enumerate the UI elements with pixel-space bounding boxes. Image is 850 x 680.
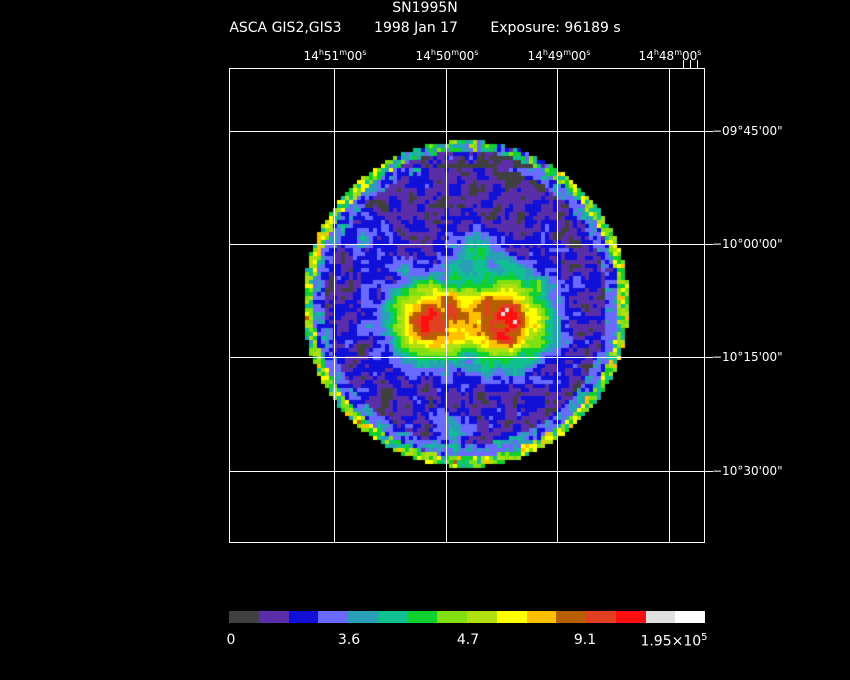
dec-label: −09°45'00" bbox=[712, 124, 783, 138]
instrument-label: ASCA GIS2,GIS3 bbox=[229, 20, 342, 36]
grid-line bbox=[557, 68, 558, 543]
colorbar-swatch bbox=[556, 611, 586, 623]
colorbar-swatch bbox=[675, 611, 705, 623]
tick bbox=[697, 60, 698, 68]
colorbar-label: 0 bbox=[226, 632, 236, 648]
colorbar-label: 4.7 bbox=[456, 632, 480, 648]
dec-label: −10°30'00" bbox=[712, 464, 783, 478]
colorbar-label: 9.1 bbox=[573, 632, 597, 648]
colorbar-label-max: 1.95×105 bbox=[640, 632, 708, 650]
colorbar-swatch bbox=[437, 611, 467, 623]
colorbar-swatch bbox=[467, 611, 497, 623]
date-label: 1998 Jan 17 bbox=[374, 20, 458, 36]
grid-line bbox=[669, 68, 670, 543]
colorbar-swatch bbox=[288, 611, 319, 623]
colorbar-swatch bbox=[496, 611, 527, 623]
colorbar-swatch bbox=[377, 611, 408, 623]
xray-image bbox=[229, 68, 705, 543]
colorbar-swatch bbox=[258, 611, 289, 623]
tick bbox=[690, 60, 691, 68]
grid-line bbox=[446, 68, 447, 543]
colorbar-swatch bbox=[586, 611, 616, 623]
grid-line bbox=[229, 244, 705, 245]
colorbar bbox=[229, 611, 705, 623]
ra-label: 14h51m00s bbox=[303, 48, 367, 63]
tick bbox=[705, 244, 713, 245]
ra-label: 14h48m00s bbox=[638, 48, 702, 63]
colorbar-swatch bbox=[645, 611, 676, 623]
tick bbox=[705, 131, 713, 132]
colorbar-swatch bbox=[526, 611, 557, 623]
plot-frame bbox=[229, 68, 705, 543]
grid-line bbox=[229, 471, 705, 472]
grid-line bbox=[334, 68, 335, 543]
title-object: SN1995N bbox=[392, 0, 458, 16]
dec-label: −10°00'00" bbox=[712, 237, 783, 251]
title-subline: ASCA GIS2,GIS3 1998 Jan 17 Exposure: 961… bbox=[0, 20, 850, 36]
exposure-label: Exposure: 96189 s bbox=[490, 20, 621, 36]
grid-line bbox=[229, 131, 705, 132]
colorbar-swatch bbox=[615, 611, 646, 623]
colorbar-label: 3.6 bbox=[337, 632, 361, 648]
colorbar-swatch bbox=[407, 611, 438, 623]
grid-line bbox=[229, 357, 705, 358]
ra-label: 14h50m00s bbox=[415, 48, 479, 63]
colorbar-swatch bbox=[348, 611, 378, 623]
colorbar-swatch bbox=[318, 611, 348, 623]
tick bbox=[705, 471, 713, 472]
ra-label: 14h49m00s bbox=[527, 48, 591, 63]
dec-label: −10°15'00" bbox=[712, 350, 783, 364]
tick bbox=[683, 60, 684, 68]
colorbar-swatch bbox=[229, 611, 259, 623]
tick bbox=[705, 357, 713, 358]
